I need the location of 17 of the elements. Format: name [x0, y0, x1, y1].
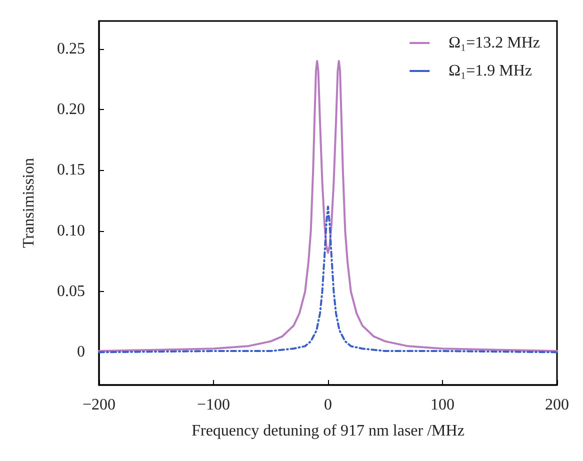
y-tick-label: 0.25	[57, 40, 85, 58]
x-tick-label: −200	[82, 396, 116, 414]
x-axis-title: Frequency detuning of 917 nm laser /MHz	[192, 422, 464, 440]
y-axis-title: Transimission	[20, 158, 38, 248]
line-series	[98, 60, 558, 352]
y-tick-label: 0.15	[57, 162, 85, 179]
line-series	[98, 206, 558, 354]
x-tick-label: 200	[545, 396, 569, 414]
legend-label: Ω₁=13.2 MHz	[448, 34, 540, 52]
y-tick-label: 0.10	[57, 222, 85, 240]
y-tick-label: 0.05	[57, 283, 85, 300]
x-tick-label: 100	[430, 396, 454, 414]
y-tick-label: 0.20	[57, 101, 85, 118]
x-tick-label: 0	[324, 396, 332, 414]
x-tick-label: −100	[196, 396, 230, 414]
legend-label: Ω₁=1.9 MHz	[448, 62, 532, 80]
y-tick-label: 0	[77, 344, 85, 361]
